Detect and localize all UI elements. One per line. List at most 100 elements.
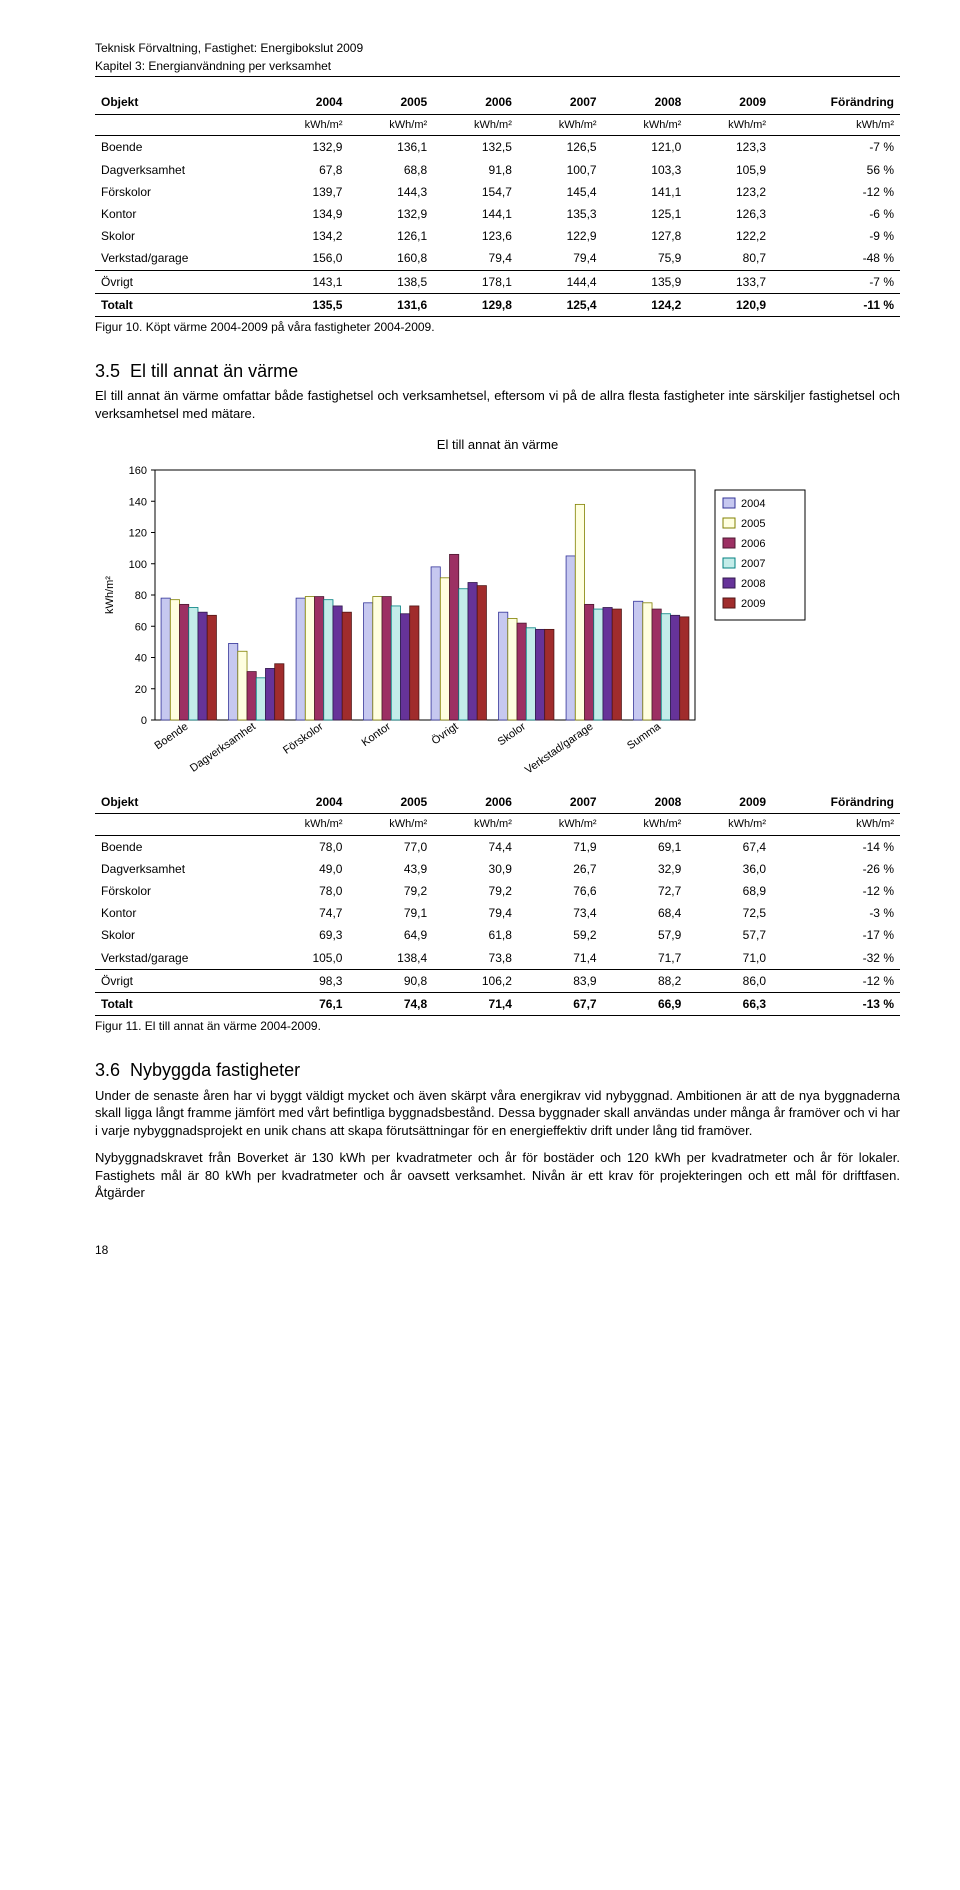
table-row: Övrigt98,390,8106,283,988,286,0-12 % [95,969,900,992]
table-cell: Övrigt [95,270,264,293]
unit: kWh/m² [772,813,900,835]
svg-text:60: 60 [135,621,147,633]
table-cell: 68,4 [603,902,688,924]
table-row: Dagverksamhet67,868,891,8100,7103,3105,9… [95,159,900,181]
table-cell: 145,4 [518,181,603,203]
table-row: Förskolor139,7144,3154,7145,4141,1123,2-… [95,181,900,203]
col-h: 2006 [433,791,518,814]
table-cell: -17 % [772,924,900,946]
unit [95,114,264,136]
table-cell: 78,0 [264,880,349,902]
header-rule [95,76,900,77]
table-cell: 36,0 [687,858,772,880]
table-cell: 76,1 [264,992,349,1015]
table-cell: 72,5 [687,902,772,924]
table-cell: 90,8 [348,969,433,992]
table-cell: 143,1 [264,270,349,293]
table-row: Verkstad/garage156,0160,879,479,475,980,… [95,247,900,270]
table-cell: -3 % [772,902,900,924]
table-cell: -26 % [772,858,900,880]
table-cell: Kontor [95,203,264,225]
table-cell: 61,8 [433,924,518,946]
table-cell: Verkstad/garage [95,947,264,970]
table-el-annat: Objekt 2004 2005 2006 2007 2008 2009 För… [95,791,900,1017]
col-h: 2005 [348,791,433,814]
table-cell: 79,4 [433,902,518,924]
table-cell: -9 % [772,225,900,247]
table-cell: 67,4 [687,835,772,858]
table-cell: Förskolor [95,880,264,902]
col-h: 2005 [348,91,433,114]
section-title: El till annat än värme [130,361,298,381]
section-3-6-heading: 3.6Nybyggda fastigheter [95,1058,900,1082]
unit: kWh/m² [772,114,900,136]
col-h: 2007 [518,91,603,114]
col-h: Förändring [772,791,900,814]
unit: kWh/m² [264,813,349,835]
table-cell: 136,1 [348,136,433,159]
table-cell: 126,5 [518,136,603,159]
col-h: 2004 [264,91,349,114]
el-chart-container: El till annat än värme 02040608010012014… [95,436,900,784]
svg-text:40: 40 [135,653,147,665]
col-h: Objekt [95,791,264,814]
table-cell: 75,9 [603,247,688,270]
table-cell: 156,0 [264,247,349,270]
table-cell: Verkstad/garage [95,247,264,270]
table1-units-row: kWh/m² kWh/m² kWh/m² kWh/m² kWh/m² kWh/m… [95,114,900,136]
table-cell: 79,1 [348,902,433,924]
table-cell: -13 % [772,992,900,1015]
table-cell: 123,2 [687,181,772,203]
table-cell: 74,4 [433,835,518,858]
table-cell: 123,3 [687,136,772,159]
svg-text:20: 20 [135,684,147,696]
table-cell: Övrigt [95,969,264,992]
col-h: 2006 [433,91,518,114]
table-cell: 66,3 [687,992,772,1015]
table-cell: 78,0 [264,835,349,858]
table-row: Kontor134,9132,9144,1135,3125,1126,3-6 % [95,203,900,225]
table-cell: 132,9 [348,203,433,225]
table-cell: 56 % [772,159,900,181]
table-cell: 144,1 [433,203,518,225]
table-cell: 57,9 [603,924,688,946]
table-cell: 72,7 [603,880,688,902]
col-h: 2007 [518,791,603,814]
svg-text:2006: 2006 [741,538,765,550]
unit: kWh/m² [433,813,518,835]
col-h: 2008 [603,91,688,114]
table2-units-row: kWh/m² kWh/m² kWh/m² kWh/m² kWh/m² kWh/m… [95,813,900,835]
table-cell: 67,7 [518,992,603,1015]
table-cell: 144,4 [518,270,603,293]
table-cell: -12 % [772,181,900,203]
table-cell: -7 % [772,136,900,159]
table-cell: 144,3 [348,181,433,203]
table1-header-row: Objekt 2004 2005 2006 2007 2008 2009 För… [95,91,900,114]
col-h: 2004 [264,791,349,814]
table-cell: 73,4 [518,902,603,924]
table-cell: 71,4 [518,947,603,970]
table-cell: 135,5 [264,293,349,316]
table-cell: 79,4 [518,247,603,270]
table-cell: 68,9 [687,880,772,902]
table-row: Verkstad/garage105,0138,473,871,471,771,… [95,947,900,970]
table-cell: 67,8 [264,159,349,181]
svg-text:2009: 2009 [741,598,765,610]
table-cell: Dagverksamhet [95,858,264,880]
section-3-5-heading: 3.5El till annat än värme [95,359,900,383]
svg-text:2004: 2004 [741,498,765,510]
table-cell: 139,7 [264,181,349,203]
table-cell: 80,7 [687,247,772,270]
table-cell: 98,3 [264,969,349,992]
table-cell: 132,9 [264,136,349,159]
table-cell: 64,9 [348,924,433,946]
table-cell: 105,9 [687,159,772,181]
table-cell: 160,8 [348,247,433,270]
table-cell: 77,0 [348,835,433,858]
unit: kWh/m² [687,114,772,136]
table-cell: 43,9 [348,858,433,880]
svg-text:kWh/m²: kWh/m² [104,576,116,614]
svg-text:2008: 2008 [741,578,765,590]
svg-text:2007: 2007 [741,558,765,570]
svg-text:80: 80 [135,590,147,602]
